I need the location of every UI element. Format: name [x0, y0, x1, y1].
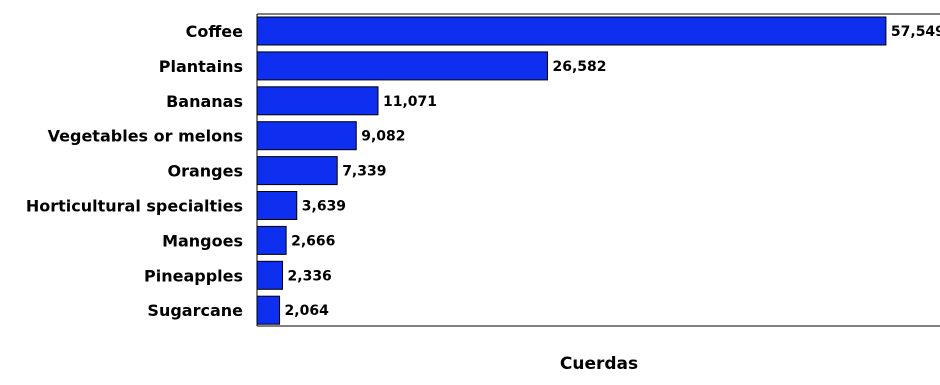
bar-6	[256, 225, 287, 255]
category-label-6: Mangoes	[162, 231, 243, 250]
category-label-1: Plantains	[159, 57, 243, 76]
category-label-5: Horticultural specialties	[26, 197, 243, 216]
category-label-7: Pineapples	[144, 266, 243, 285]
bars-group: Coffee 57,549 Plantains 26,582 Bananas 11,071…	[26, 16, 940, 325]
bar-8	[256, 295, 281, 325]
bar-7	[256, 260, 284, 290]
bar-5	[256, 191, 298, 220]
category-label-2: Bananas	[166, 92, 243, 111]
bar-3	[256, 121, 357, 151]
value-label-5: 3,639	[302, 199, 346, 215]
category-label-4: Oranges	[167, 162, 243, 181]
value-label-2: 11,071	[383, 94, 437, 110]
category-label-8: Sugarcane	[147, 301, 243, 320]
bar-2	[256, 86, 379, 116]
category-label-0: Coffee	[186, 22, 244, 41]
bar-1	[256, 51, 548, 81]
bar-4	[256, 156, 338, 186]
value-label-7: 2,336	[288, 268, 332, 284]
value-label-8: 2,064	[285, 303, 330, 319]
bar-0	[256, 16, 887, 46]
value-label-0: 57,549	[891, 24, 940, 40]
value-label-6: 2,666	[291, 233, 335, 249]
x-axis-title: Cuerdas	[560, 354, 638, 374]
value-label-3: 9,082	[361, 129, 405, 145]
value-label-1: 26,582	[552, 59, 606, 75]
category-label-3: Vegetables or melons	[48, 127, 243, 146]
value-label-4: 7,339	[342, 164, 386, 180]
